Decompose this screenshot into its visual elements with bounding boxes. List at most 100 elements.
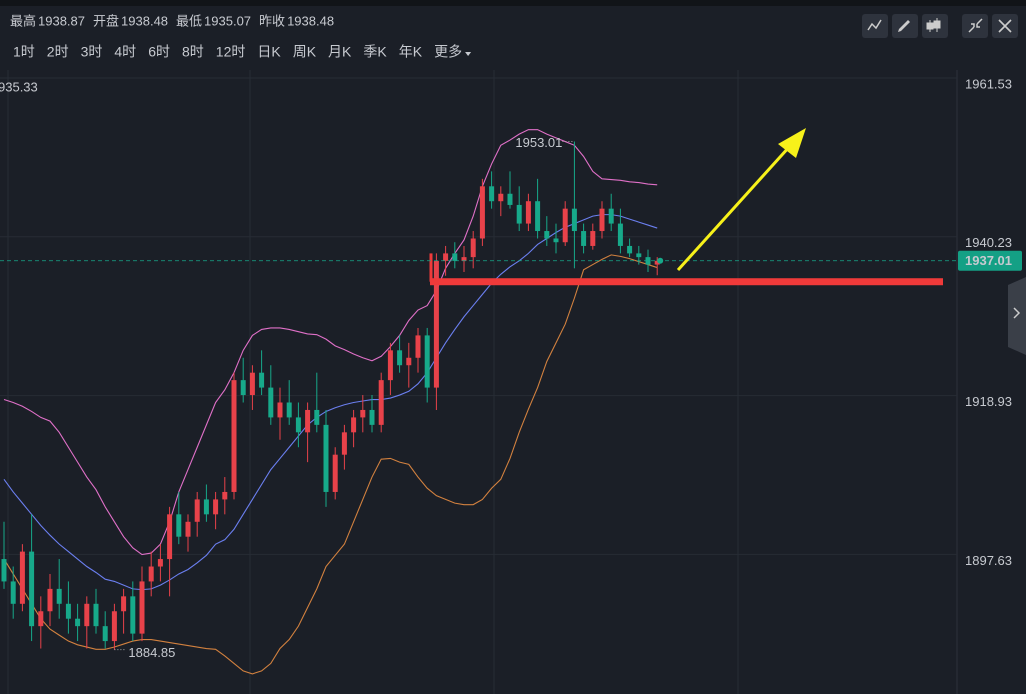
icon-shrink[interactable] [962,14,988,38]
top-icons[interactable] [862,14,1018,38]
period-tab[interactable]: 周K [293,44,317,60]
candle-body [231,380,237,492]
candle-body [470,238,476,258]
low-label: 1884.85 [128,645,175,660]
icon-line-glyph [867,19,882,31]
high-label: 1953.01 [515,135,562,150]
candle-body [203,499,209,515]
price-dot [657,257,664,264]
header-label: 开盘 [93,13,119,28]
candle-body [489,186,495,202]
y-tick-label: 1940.23 [965,235,1012,250]
candle-body [443,253,449,261]
candle-body [332,454,338,492]
support-line [430,278,943,286]
period-tab[interactable]: 年K [399,44,423,60]
candle-body [75,618,81,627]
header-value: 1935.07 [204,13,251,28]
period-tab[interactable]: 1时 [13,44,35,60]
candle-body [507,193,513,205]
period-tab[interactable]: 月K [328,44,352,60]
period-tab[interactable]: 12时 [216,44,246,60]
period-tab[interactable]: 3时 [81,44,103,60]
top-edge [0,0,1026,6]
candle-body [608,208,614,224]
candle-body [323,424,329,492]
header-value: 1938.87 [38,13,85,28]
candle-body [433,260,439,388]
candle-body [268,387,274,418]
candle-body [351,417,357,433]
icon-shrink-glyph [968,18,983,33]
candle-body [571,208,577,232]
candle-body [213,499,219,515]
candle-body [259,372,265,388]
dropdown-caret [465,52,472,56]
candle-body [19,551,25,604]
period-tab[interactable]: 2时 [47,44,69,60]
candle-body [47,588,53,612]
candle-body [167,514,173,560]
candle-body [654,260,660,265]
price-box [958,250,1022,271]
price-box-label: 1937.01 [965,253,1012,268]
candle-body [102,626,108,642]
candle-body [525,201,531,224]
period-tab[interactable]: 更多 [434,44,462,60]
candle-body [176,514,182,537]
candle-body [157,559,163,567]
candle-body [249,372,255,396]
candle-body [406,357,412,366]
candle-body [111,611,117,642]
band-line [3,129,658,556]
period-tab[interactable]: 6时 [148,44,170,60]
candle-body [222,491,228,500]
candle-body [562,208,568,243]
candle-body [286,402,292,418]
candle-body [65,603,71,619]
candle-body [1,559,7,582]
arrow-shaft [676,144,792,272]
candle-body [424,335,430,388]
period-tab[interactable]: 4时 [114,44,136,60]
candle-body [341,432,347,455]
candle-body [305,409,311,433]
candle-body [599,208,605,232]
icon-candle-glyph [926,18,941,32]
candle-body [369,409,375,425]
candle-body [581,231,587,246]
candle-body [636,253,642,258]
candle-body [38,611,44,627]
header-value: 1938.48 [287,13,334,28]
candle-body [397,350,403,366]
icon-draw-glyph [898,20,910,32]
candle-body [535,201,541,232]
header-label: 最高 [10,13,36,28]
side-tab-arrow [1013,307,1021,319]
candle-body [29,551,35,627]
period-tab[interactable]: 8时 [182,44,204,60]
candle-body [360,409,366,418]
header-value: 1938.48 [121,13,168,28]
candle-body [185,521,191,537]
candle-body [84,603,90,627]
icon-close-glyph [998,19,1012,33]
candle-body [295,417,301,433]
candle-body [56,588,62,604]
candle-body [139,581,145,634]
candle-body [314,409,320,425]
candle-body [277,402,283,418]
band-line [3,254,658,675]
candle-body [194,499,200,522]
candle-body [479,186,485,239]
header-label: 最低 [176,13,202,28]
y-tick-label: 1961.53 [965,76,1012,91]
candle-body [627,245,633,254]
candle-body [452,253,458,261]
plot: 1961.53 1940.23 1918.93 1897.63 935.33 1953.0… [0,76,1022,675]
period-tab[interactable]: 季K [363,44,387,60]
y-tick-label: 1897.63 [965,553,1012,568]
period-tab[interactable]: 日K [257,44,281,60]
